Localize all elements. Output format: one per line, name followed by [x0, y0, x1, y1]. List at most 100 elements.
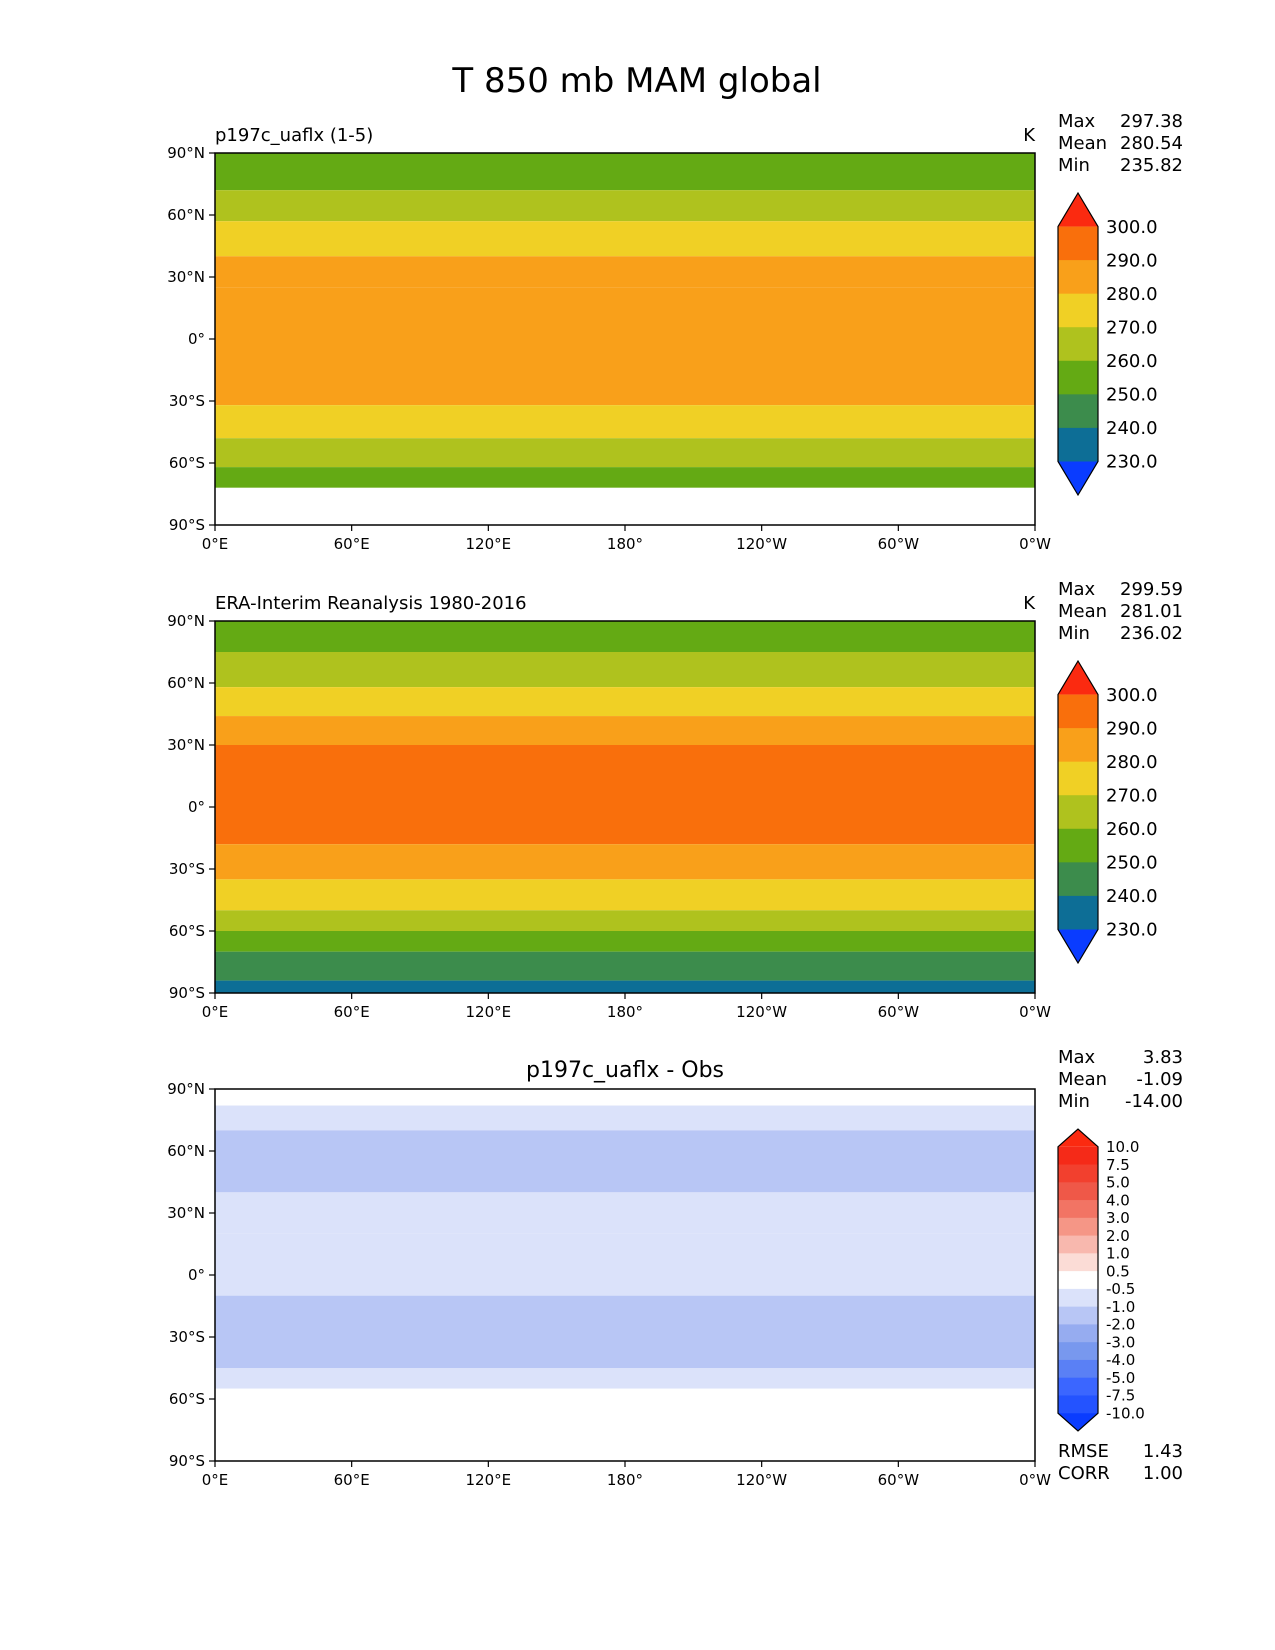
field-band-4 [215, 745, 1035, 845]
x-tick-label: 60°E [334, 1003, 370, 1021]
colorbar-extend-min [1058, 929, 1098, 963]
colorbar-label: 4.0 [1106, 1191, 1130, 1209]
stat-value-max: 297.38 [1120, 111, 1183, 132]
stat-value-min: 236.02 [1120, 623, 1183, 644]
field-band-4 [215, 1233, 1035, 1296]
y-tick-label: 90°S [169, 1452, 205, 1470]
colorbar-segment [1058, 327, 1098, 362]
figure-title: T 850 mb MAM global [451, 61, 821, 101]
field-band-10 [215, 980, 1035, 993]
colorbar-label: 10.0 [1106, 1138, 1139, 1156]
colorbar-label: -0.5 [1106, 1280, 1135, 1298]
x-tick-label: 120°W [736, 1003, 787, 1021]
x-tick-label: 60°W [878, 535, 920, 553]
colorbar-label: -5.0 [1106, 1369, 1135, 1387]
x-tick-label: 0°W [1019, 1003, 1051, 1021]
colorbar-segment [1058, 1271, 1098, 1290]
field-band-2 [215, 1130, 1035, 1193]
y-tick-label: 60°N [167, 206, 205, 224]
colorbar-label: 2.0 [1106, 1227, 1130, 1245]
colorbar-segment [1058, 226, 1098, 261]
panel-reference: ERA-Interim Reanalysis 1980-2016 K Max 299.… [167, 579, 1183, 1021]
colorbar-label: 250.0 [1106, 853, 1158, 874]
colorbar-label: 0.5 [1106, 1262, 1130, 1280]
panels: p197c_uaflx (1-5) K Max 297.38 Mean 280.54 Min… [167, 111, 1183, 1489]
colorbar-extend-max [1058, 193, 1098, 227]
stat-value-corr: 1.00 [1143, 1463, 1183, 1484]
colorbar-segment [1058, 1164, 1098, 1183]
y-tick-label: 90°N [167, 612, 205, 630]
x-tick-label: 120°W [736, 535, 787, 553]
x-tick-label: 120°W [736, 1471, 787, 1489]
colorbar-segment [1058, 1235, 1098, 1254]
colorbar-segment [1058, 895, 1098, 930]
field-band-7 [215, 910, 1035, 931]
field-band-7 [215, 438, 1035, 468]
y-tick-label: 30°S [169, 860, 205, 878]
colorbar-segment [1058, 1342, 1098, 1361]
colorbar-segment [1058, 394, 1098, 429]
colorbar-segment [1058, 862, 1098, 897]
colorbar-segment [1058, 1253, 1098, 1272]
stat-label-max: Max [1058, 111, 1096, 132]
field-band-8 [215, 467, 1035, 488]
colorbar-label: -7.5 [1106, 1387, 1135, 1405]
stat-label-rmse: RMSE [1058, 1441, 1109, 1462]
x-tick-label: 60°E [334, 1471, 370, 1489]
y-tick-label: 90°N [167, 144, 205, 162]
colorbar-label: 1.0 [1106, 1245, 1130, 1263]
panel-units: K [1023, 125, 1036, 146]
stat-value-max: 3.83 [1143, 1047, 1183, 1068]
y-tick-label: 30°N [167, 1204, 205, 1222]
x-tick-label: 180° [607, 535, 643, 553]
stat-value-mean: 280.54 [1120, 133, 1183, 154]
field-band-2 [215, 221, 1035, 257]
colorbar: 230.0 240.0 250.0 260.0 270.0 280.0 290.0 300.0 [1057, 191, 1158, 497]
y-tick-label: 60°N [167, 674, 205, 692]
colorbar-label: 300.0 [1106, 217, 1158, 238]
colorbar-extend-min [1058, 1413, 1098, 1431]
y-tick-label: 30°S [169, 392, 205, 410]
colorbar-extend-min [1058, 461, 1098, 495]
field-band-1 [215, 1105, 1035, 1131]
panel-test: p197c_uaflx (1-5) K Max 297.38 Mean 280.54 Min… [167, 111, 1183, 553]
colorbar-label: 280.0 [1106, 752, 1158, 773]
colorbar-segment [1058, 1182, 1098, 1201]
y-tick-label: 60°N [167, 1142, 205, 1160]
colorbar-segment [1058, 1200, 1098, 1219]
stat-label-corr: CORR [1058, 1463, 1110, 1484]
colorbar-outline [1057, 1128, 1099, 1432]
x-tick-label: 60°W [878, 1471, 920, 1489]
panel-left-title: ERA-Interim Reanalysis 1980-2016 [215, 593, 527, 614]
field-band-0 [215, 621, 1035, 652]
y-tick-label: 0° [188, 330, 205, 348]
y-tick-label: 30°N [167, 268, 205, 286]
x-tick-label: 60°E [334, 535, 370, 553]
colorbar-outline [1057, 191, 1099, 497]
field-band-6 [215, 1368, 1035, 1389]
y-tick-label: 0° [188, 798, 205, 816]
stat-value-mean: -1.09 [1136, 1069, 1183, 1090]
colorbar-segment [1058, 761, 1098, 796]
field-band-5 [215, 1295, 1035, 1368]
colorbar-extend-max [1058, 1129, 1098, 1147]
x-tick-label: 0°W [1019, 1471, 1051, 1489]
colorbar-outline [1057, 659, 1099, 965]
colorbar-segment [1058, 694, 1098, 729]
stat-label-max: Max [1058, 1047, 1096, 1068]
x-tick-label: 120°E [466, 1471, 512, 1489]
x-tick-label: 60°W [878, 1003, 920, 1021]
panel-difference: p197c_uaflx - Obs Max 3.83 Mean -1.09 Min -14.… [167, 1047, 1183, 1489]
stat-label-min: Min [1058, 155, 1090, 176]
stat-label-mean: Mean [1058, 601, 1107, 622]
panel-center-title: p197c_uaflx - Obs [526, 1058, 724, 1083]
colorbar-label: 290.0 [1106, 718, 1158, 739]
y-tick-label: 90°S [169, 984, 205, 1002]
field-band-6 [215, 405, 1035, 439]
colorbar-label: 7.5 [1106, 1156, 1130, 1174]
colorbar-segment [1058, 1359, 1098, 1379]
field-band-3 [215, 256, 1035, 288]
colorbar-label: -3.0 [1106, 1333, 1135, 1351]
field-band-3 [215, 1192, 1035, 1234]
colorbar-segment [1058, 293, 1098, 328]
